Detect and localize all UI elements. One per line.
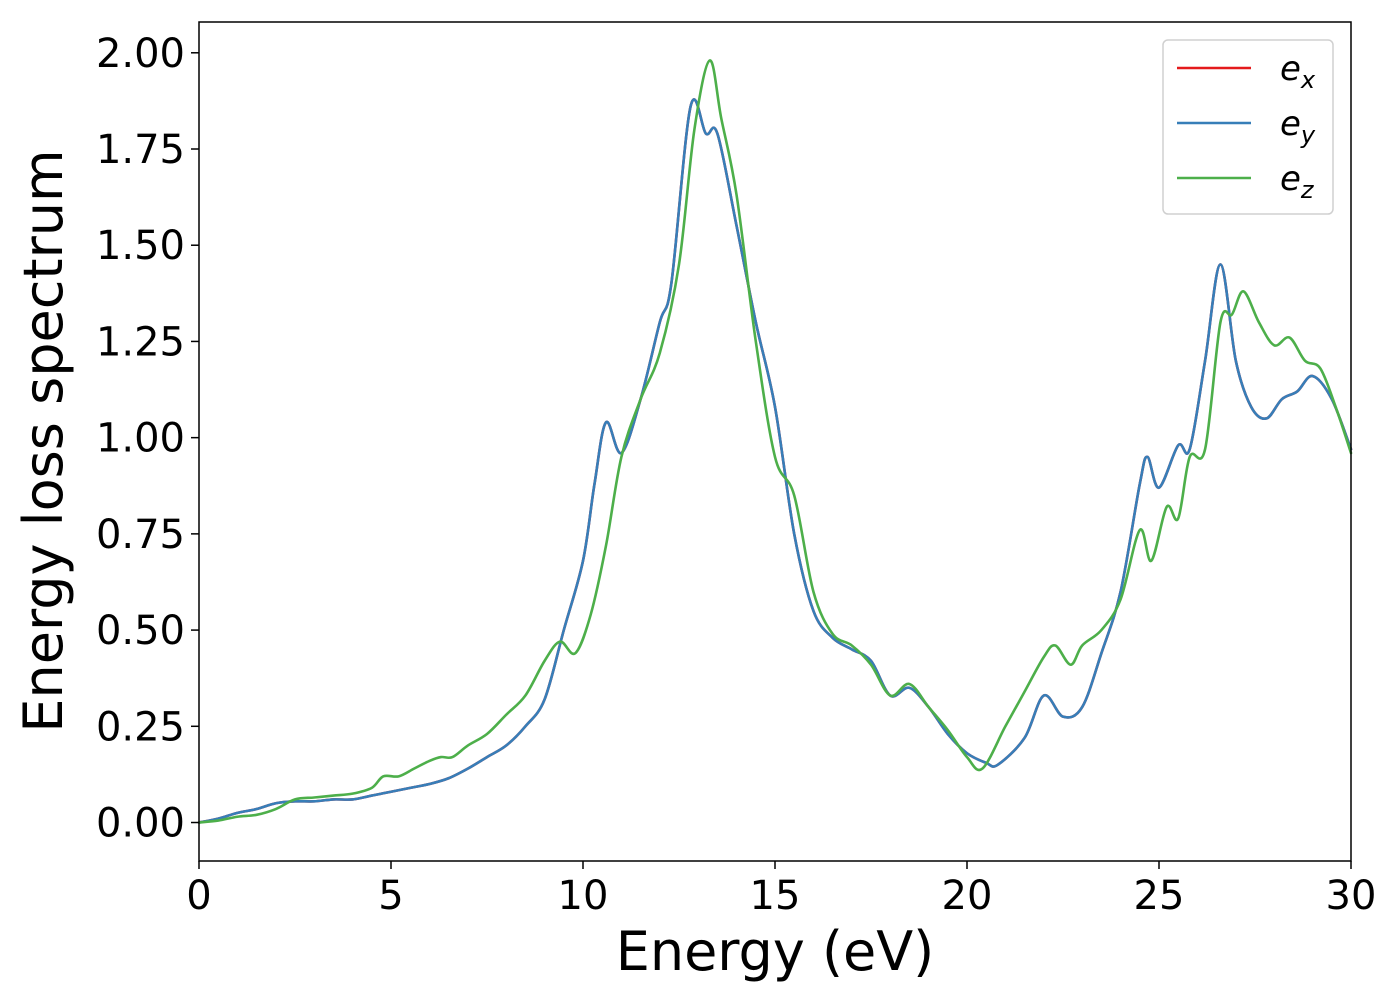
x-axis-title: Energy (eV) [616, 920, 935, 983]
y-tick-label: 0.25 [96, 704, 185, 750]
x-tick-label: 25 [1134, 873, 1185, 919]
y-axis: 0.00 0.25 0.50 0.75 1.00 1.25 1.50 1.75 2.00 [96, 31, 199, 847]
x-axis: 0 5 10 15 20 25 30 [186, 861, 1376, 919]
y-tick-label: 0.00 [96, 801, 185, 847]
series-line-z [197, 59, 1353, 824]
y-tick-label: 1.00 [96, 416, 185, 462]
plot-area [199, 22, 1351, 861]
x-tick-label: 20 [942, 873, 993, 919]
y-tick-label: 0.75 [96, 512, 185, 558]
legend: ex ey ez [1162, 39, 1334, 215]
x-tick-label: 0 [186, 873, 211, 919]
legend-label-x: ex [1280, 49, 1316, 94]
x-tick-label: 30 [1326, 873, 1377, 919]
y-tick-label: 2.00 [96, 31, 185, 77]
x-tick-label: 10 [558, 873, 609, 919]
series-layer [197, 59, 1353, 824]
x-tick-label: 5 [378, 873, 403, 919]
y-tick-label: 1.75 [96, 127, 185, 173]
y-axis-title: Energy loss spectrum [12, 149, 75, 732]
legend-label-z: ez [1280, 159, 1315, 204]
y-tick-label: 1.50 [96, 223, 185, 269]
y-tick-label: 1.25 [96, 319, 185, 365]
legend-label-y: ey [1280, 104, 1316, 149]
legend-box [1162, 39, 1334, 215]
series-line-y [197, 98, 1353, 824]
y-tick-label: 0.50 [96, 608, 185, 654]
x-tick-label: 15 [750, 873, 801, 919]
